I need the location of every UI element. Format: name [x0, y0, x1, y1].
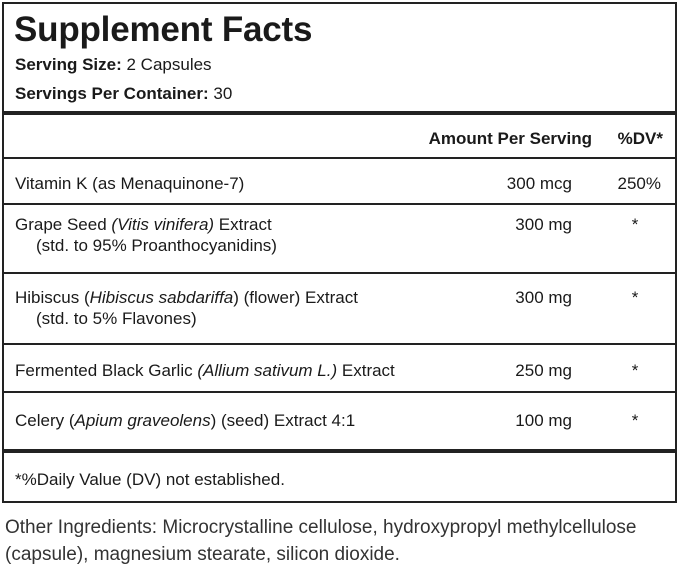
daily-value: * [631, 288, 639, 307]
amount: 100 mg [515, 411, 572, 430]
divider [4, 343, 675, 345]
thick-divider [4, 111, 675, 115]
amount: 250 mg [515, 361, 572, 380]
daily-value: 250% [617, 174, 661, 193]
divider [4, 391, 675, 393]
amount: 300 mg [515, 215, 572, 234]
ingredient-name: Hibiscus (Hibiscus sabdariffa) (flower) … [15, 288, 358, 307]
divider [4, 203, 675, 205]
supplement-facts-panel: Supplement Facts Serving Size: 2 Capsule… [2, 2, 677, 503]
ingredient-name: Grape Seed (Vitis vinifera) Extract [15, 215, 272, 234]
servings-value: 30 [213, 84, 233, 103]
amount: 300 mcg [506, 174, 572, 193]
serving-size-value: 2 Capsules [126, 55, 212, 74]
serving-size: Serving Size: 2 Capsules [15, 55, 212, 75]
divider [4, 272, 675, 274]
thick-divider [4, 449, 675, 453]
amount: 300 mg [515, 288, 572, 307]
panel-title: Supplement Facts [14, 10, 313, 49]
ingredient-standardization: (std. to 95% Proanthocyanidins) [36, 236, 277, 255]
ingredient-name: Vitamin K (as Menaquinone-7) [15, 174, 245, 193]
servings-per-container: Servings Per Container: 30 [15, 84, 232, 104]
divider [4, 157, 675, 159]
daily-value: * [631, 215, 639, 234]
ingredient-standardization: (std. to 5% Flavones) [36, 309, 197, 328]
daily-value: * [631, 411, 639, 430]
serving-size-label: Serving Size: [15, 55, 122, 74]
footnote-text: *%Daily Value (DV) not established. [15, 470, 285, 489]
ingredient-name: Celery (Apium graveolens) (seed) Extract… [15, 411, 356, 430]
servings-label: Servings Per Container: [15, 84, 209, 103]
amount-header: Amount Per Serving [428, 129, 592, 148]
other-ingredients: Other Ingredients: Microcrystalline cell… [5, 517, 637, 565]
ingredient-name: Fermented Black Garlic (Allium sativum L… [15, 361, 395, 380]
dv-header: %DV* [617, 129, 663, 148]
daily-value: * [631, 361, 639, 380]
